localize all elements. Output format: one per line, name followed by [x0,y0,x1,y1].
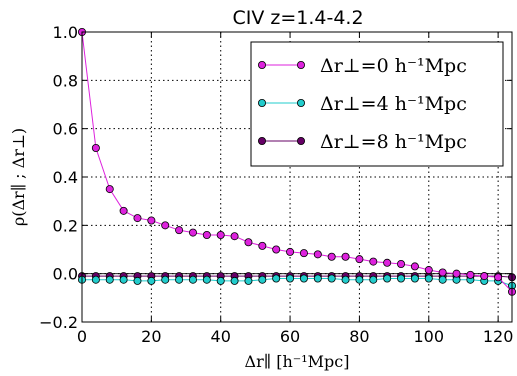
data-point [410,274,419,283]
y-tick-label: 0.2 [53,216,78,235]
data-point [397,274,406,283]
y-tick-label: −0.2 [39,313,78,332]
series-layer [78,27,516,296]
axis-ticks: 0 20 40 60 80 100 120 −0.2 0.0 0.2 0.4 0.6 0.8 1.0 [39,23,513,346]
data-point [216,276,225,285]
data-point [258,275,267,284]
data-point [230,232,239,241]
legend-marker [257,99,266,108]
data-point [355,255,364,264]
data-point [466,270,475,279]
data-point [119,275,128,284]
x-tick-label: 60 [280,327,300,346]
x-tick-label: 80 [349,327,369,346]
y-tick-label: 0.4 [53,168,78,187]
data-point [272,274,281,283]
legend-marker [296,61,305,70]
data-point [216,230,225,239]
data-point [369,257,378,266]
chart-title: CIV z=1.4-4.2 [232,7,363,29]
data-point [341,275,350,284]
data-point [133,276,142,285]
data-point [91,143,100,152]
legend-entry-2: Δr⊥=8 h⁻¹Mpc [257,131,467,153]
legend-marker [257,136,266,145]
y-tick-label: 1.0 [53,23,78,42]
data-point [147,216,156,225]
y-tick-label: 0.8 [53,71,78,90]
x-axis-label: Δr∥ [h⁻¹Mpc] [245,352,350,371]
data-point [299,249,308,258]
data-point [369,275,378,284]
x-tick-label: 20 [141,327,161,346]
data-point [327,274,336,283]
data-point [230,276,239,285]
data-point [244,238,253,247]
legend-entry-1: Δr⊥=4 h⁻¹Mpc [257,93,467,115]
data-point [133,214,142,223]
data-point [202,230,211,239]
x-tick-label: 0 [77,327,87,346]
data-point [188,228,197,237]
data-point [119,206,128,215]
data-point [161,275,170,284]
legend-label: Δr⊥=0 h⁻¹Mpc [320,55,467,77]
data-point [202,275,211,284]
series-1 [78,274,516,290]
data-point [258,241,267,250]
legend-items: Δr⊥=0 h⁻¹Mpc Δr⊥=4 h⁻¹Mpc Δr⊥=8 h⁻¹Mpc [257,55,467,153]
data-point [313,274,322,283]
data-point [383,258,392,267]
data-point [452,269,461,278]
legend: Δr⊥=0 h⁻¹Mpc Δr⊥=4 h⁻¹Mpc Δr⊥=8 h⁻¹Mpc [250,41,504,167]
data-point [397,259,406,268]
y-axis-label: ρ(Δr∥ ; Δr⊥) [9,128,28,226]
data-point [494,273,503,282]
data-point [244,276,253,285]
data-point [175,275,184,284]
x-tick-label: 40 [211,327,231,346]
y-tick-label: 0.0 [53,265,78,284]
grid [82,32,512,322]
data-point [272,245,281,254]
data-point [286,274,295,283]
data-point [105,185,114,194]
data-point [313,250,322,259]
series-0 [78,27,516,296]
data-point [480,272,489,281]
data-point [424,274,433,283]
data-point [424,266,433,275]
data-point [175,226,184,235]
data-point [147,276,156,285]
legend-marker [296,136,305,145]
y-tick-label: 0.6 [53,120,78,139]
data-point [341,252,350,261]
data-point [299,274,308,283]
data-point [91,275,100,284]
legend-marker [296,99,305,108]
data-point [188,275,197,284]
data-point [286,247,295,256]
legend-entry-0: Δr⊥=0 h⁻¹Mpc [257,55,467,77]
legend-box [250,41,504,167]
data-point [383,274,392,283]
data-point [327,252,336,261]
legend-marker [257,61,266,70]
legend-label: Δr⊥=4 h⁻¹Mpc [320,93,467,115]
data-point [410,262,419,271]
x-tick-label: 120 [483,327,514,346]
x-tick-label: 100 [414,327,445,346]
legend-label: Δr⊥=8 h⁻¹Mpc [320,131,467,153]
data-point [105,275,114,284]
data-point [438,268,447,277]
data-point [161,221,170,230]
data-point [438,275,447,284]
data-point [355,275,364,284]
